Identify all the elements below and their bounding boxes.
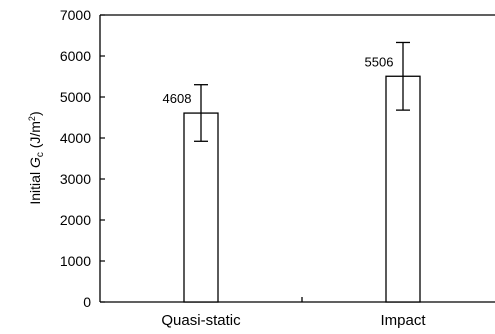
category-label: Impact <box>380 312 426 329</box>
plot-area <box>99 14 495 303</box>
data-label: 4608 <box>163 91 192 106</box>
y-axis-title: Initial Gc (J/m2) <box>27 111 46 204</box>
y-tick-label: 4000 <box>60 130 91 146</box>
bar <box>183 112 219 303</box>
y-tick-label: 6000 <box>60 48 91 64</box>
category-label: Quasi-static <box>161 312 241 329</box>
bars: 4608 5506 <box>163 41 421 303</box>
y-tick-label: 3000 <box>60 171 91 187</box>
category-labels: Quasi-static Impact <box>161 312 426 329</box>
bar <box>385 75 421 303</box>
y-tick-label: 0 <box>83 294 91 310</box>
y-tick-label: 5000 <box>60 89 91 105</box>
y-axis-ticks: 0 1000 2000 3000 4000 5000 6000 7000 <box>60 7 105 310</box>
y-tick-label: 1000 <box>60 253 91 269</box>
y-tick-label: 7000 <box>60 7 91 23</box>
y-tick-label: 2000 <box>60 212 91 228</box>
data-label: 5506 <box>365 54 394 69</box>
